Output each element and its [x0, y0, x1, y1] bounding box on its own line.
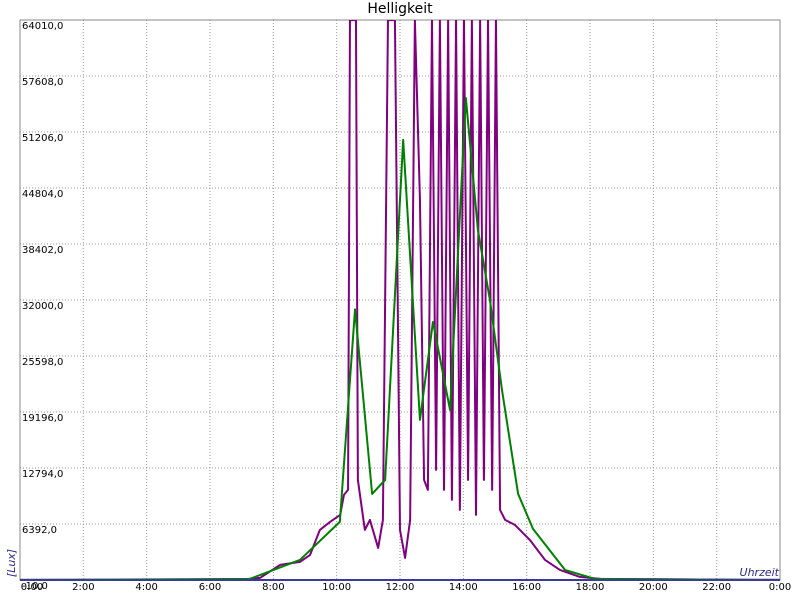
y-tick-label: 25598,0	[22, 357, 63, 368]
x-tick-label: 0:00	[21, 582, 43, 593]
x-tick-label: 20:00	[639, 582, 668, 593]
x-tick-label: 22:00	[702, 582, 731, 593]
y-tick-label: 38402,0	[22, 245, 63, 256]
y-tick-label: 12794,0	[22, 469, 63, 480]
x-tick-label: 2:00	[72, 582, 94, 593]
series-line	[20, 20, 780, 580]
tick-labels: -10,0 6392,0 12794,0 19196,0 25598,0 32000,0 3…	[21, 21, 791, 593]
y-tick-label: 44804,0	[22, 189, 63, 200]
x-tick-label: 10:00	[322, 582, 351, 593]
x-tick-label: 14:00	[449, 582, 478, 593]
y-tick-label: 19196,0	[22, 413, 63, 424]
y-tick-label: 51206,0	[22, 133, 63, 144]
chart-title: Helligkeit	[367, 1, 433, 17]
x-tick-label: 16:00	[512, 582, 541, 593]
x-tick-label: 0:00	[769, 582, 791, 593]
y-tick-label: 57608,0	[22, 77, 63, 88]
y-tick-label: 32000,0	[22, 301, 63, 312]
x-axis-label: Uhrzeit	[740, 566, 780, 579]
y-axis-label: [Lux]	[5, 549, 18, 577]
x-tick-label: 18:00	[576, 582, 605, 593]
plot-area	[20, 20, 780, 580]
y-tick-label: 64010,0	[22, 21, 63, 32]
x-tick-label: 4:00	[135, 582, 157, 593]
x-tick-label: 12:00	[386, 582, 415, 593]
series-line	[20, 96, 780, 580]
x-tick-label: 8:00	[262, 582, 284, 593]
x-tick-label: 6:00	[199, 582, 221, 593]
y-tick-label: -10,0	[22, 581, 48, 592]
y-tick-label: 6392,0	[22, 525, 57, 536]
